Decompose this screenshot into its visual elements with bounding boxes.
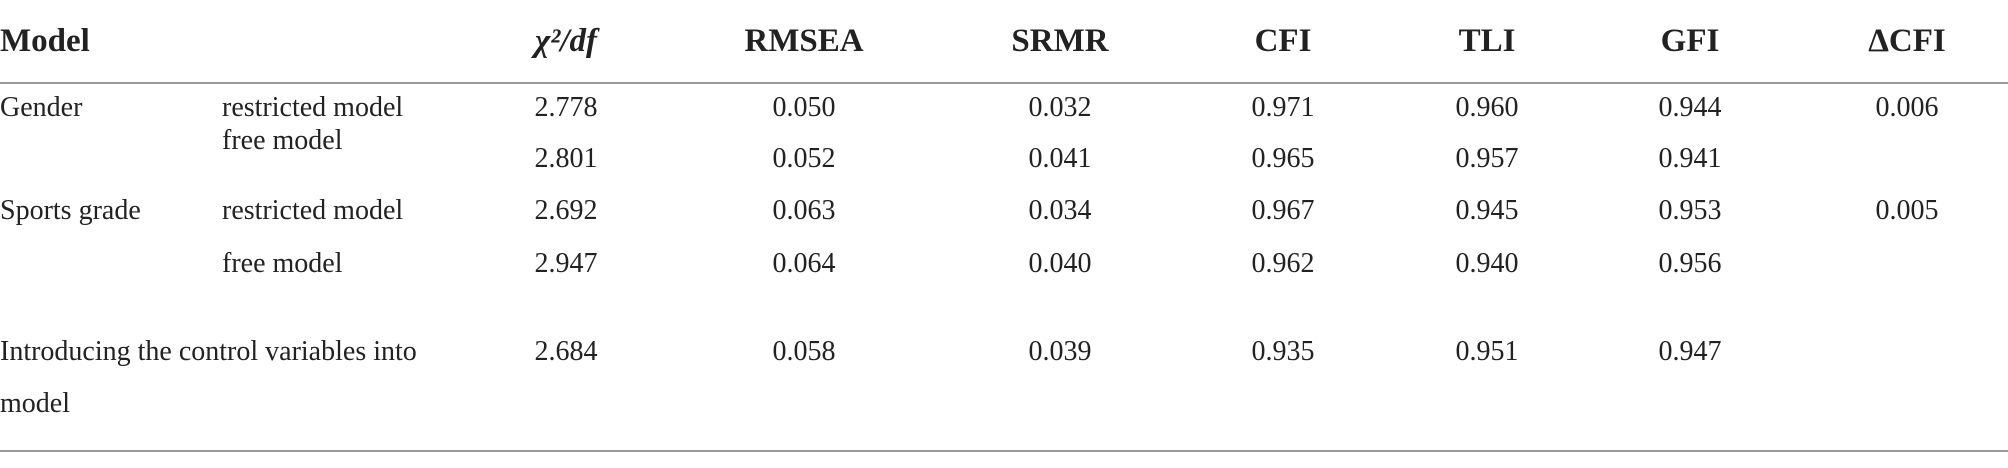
table-cell: 0.956 [1658,248,1722,279]
row-sublabel: free model [222,248,343,279]
table-cell: 0.971 [1251,92,1315,123]
table-cell: 0.039 [1028,336,1092,367]
table-cell: 0.953 [1658,195,1722,226]
table-cell: 0.967 [1251,195,1315,226]
table-cell: 0.951 [1455,336,1519,367]
table-cell: 0.960 [1455,92,1519,123]
header-cell: RMSEA [744,23,864,59]
table-cell: 0.962 [1251,248,1315,279]
header-cell: SRMR [1011,23,1109,59]
table-cell: 0.935 [1251,336,1315,367]
row-label: Gender [0,92,83,123]
table-cell: 0.058 [772,336,836,367]
table-cell: 0.941 [1658,143,1722,174]
table-cell: 0.032 [1028,92,1092,123]
row-sublabel: restricted model [222,195,404,226]
header-rule [0,82,2008,84]
table-cell: 0.063 [772,195,836,226]
table-cell: 0.944 [1658,92,1722,123]
table-cell: 0.052 [772,143,836,174]
row-label: Introducing the control variables into m… [0,336,417,419]
table-cell: 0.965 [1251,143,1315,174]
table-cell: 2.684 [534,336,598,367]
table-cell: 0.041 [1028,143,1092,174]
header-cell: ΔCFI [1868,23,1946,59]
table-cell: 0.006 [1875,92,1939,123]
table-cell: 2.692 [534,195,598,226]
header-cell: CFI [1254,23,1312,59]
row-sublabel: restricted model [222,92,404,123]
table-cell: 2.947 [534,248,598,279]
bottom-rule [0,450,2008,452]
table-cell: 0.945 [1455,195,1519,226]
table-cell: 0.040 [1028,248,1092,279]
table-cell: 2.778 [534,92,598,123]
table-cell: 0.940 [1455,248,1519,279]
table-cell: 2.801 [534,143,598,174]
table-cell: 0.064 [772,248,836,279]
header-cell: Model [0,23,90,59]
header-cell: TLI [1458,23,1516,59]
table-cell: 0.050 [772,92,836,123]
table-cell: 0.005 [1875,195,1939,226]
table-cell: 0.957 [1455,143,1519,174]
row-sublabel: free model [222,125,343,156]
header-cell: χ²/df [535,23,597,59]
row-label: Sports grade [0,195,141,226]
header-cell: GFI [1660,23,1720,59]
table-cell: 0.034 [1028,195,1092,226]
table-cell: 0.947 [1658,336,1722,367]
